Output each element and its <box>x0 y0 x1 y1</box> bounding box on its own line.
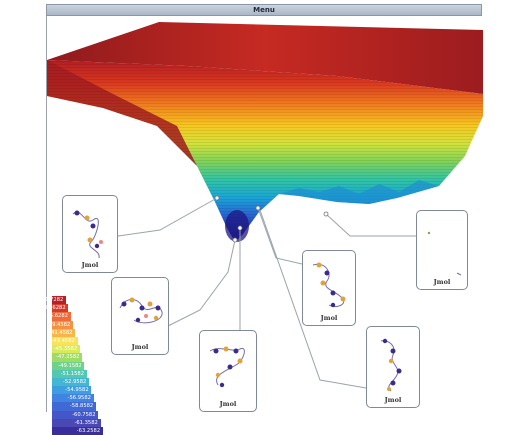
legend-label: -58.8582 <box>69 403 94 410</box>
legend-swatch <box>52 312 71 321</box>
jmol-panel[interactable]: Jmol <box>111 277 169 355</box>
jmol-panel[interactable]: Jmol <box>366 326 420 408</box>
legend-entry: -43.4582 <box>51 336 112 346</box>
jmol-label: Jmol <box>433 278 451 286</box>
legend-swatch <box>52 345 80 354</box>
legend-entry: -49.1582 <box>52 361 112 370</box>
legend-entry: -54.9582 <box>52 386 112 395</box>
legend-entry: -61.3582 <box>52 418 112 427</box>
jmol-panel[interactable]: Jmol <box>416 210 468 290</box>
legend-swatch <box>52 410 99 419</box>
legend-label: -61.3582 <box>74 419 98 426</box>
legend-label: -33.6282 <box>42 305 66 312</box>
protein-structure-icon <box>380 338 402 392</box>
legend-swatch <box>52 328 76 337</box>
jmol-panel[interactable]: Jmol <box>62 195 118 273</box>
legend-entry: -31.7282 <box>40 296 112 305</box>
protein-structure-icon <box>119 297 163 324</box>
landscape-basin <box>225 210 249 242</box>
legend-entry: -51.1582 <box>52 369 112 378</box>
window-title: Menu <box>253 6 275 14</box>
legend-label: -43.4582 <box>51 337 75 344</box>
jmol-panel[interactable]: Jmol <box>199 330 257 412</box>
legend-entry: -45.3582 <box>52 345 112 354</box>
legend-label: -31.7282 <box>40 297 64 303</box>
jmol-label: Jmol <box>320 314 338 322</box>
legend-label: -63.2582 <box>76 428 101 434</box>
legend-entry: -39.4582 <box>47 320 112 329</box>
jmol-label: Jmol <box>219 400 237 408</box>
legend-swatch <box>52 353 83 362</box>
protein-structure-icon <box>72 210 103 259</box>
legend-label: -35.6282 <box>44 313 68 320</box>
legend-swatch <box>52 402 96 411</box>
legend-label: -56.9582 <box>67 395 91 402</box>
energy-landscape-3d <box>47 22 483 242</box>
legend-swatch <box>52 394 94 403</box>
legend-swatch <box>52 304 69 313</box>
protein-structure-icon <box>427 231 462 276</box>
legend-entry: -52.9582 <box>52 377 112 387</box>
legend-entry: -60.7582 <box>52 410 112 419</box>
jmol-label: Jmol <box>131 343 149 351</box>
protein-structure-icon <box>209 346 245 388</box>
legend-entry: -56.9582 <box>52 394 112 403</box>
legend-swatch <box>52 369 87 378</box>
legend-label: -49.1582 <box>58 362 82 369</box>
legend-label: -51.1582 <box>60 370 85 377</box>
legend-swatch <box>52 377 89 387</box>
legend-swatch <box>52 320 73 329</box>
protein-structure-icon <box>312 262 346 308</box>
legend-label: -45.3582 <box>53 346 78 353</box>
legend-label: -39.4582 <box>46 321 71 328</box>
legend-label: -47.2582 <box>56 354 80 361</box>
legend-swatch <box>52 386 92 395</box>
window-title-bar[interactable]: Menu <box>46 4 482 16</box>
landscape-ridge <box>279 180 439 204</box>
legend-entry: -63.2582 <box>52 427 112 435</box>
legend-swatch <box>52 296 66 305</box>
jmol-label: Jmol <box>81 261 99 269</box>
legend-swatch <box>52 336 78 346</box>
legend-entry: -58.8582 <box>52 402 112 411</box>
window-left-edge <box>46 16 47 412</box>
landscape-rim <box>47 22 483 94</box>
legend-label: -41.4582 <box>49 329 73 336</box>
legend-swatch <box>52 361 85 370</box>
energy-color-legend: -31.7282 -33.6282 -35.6282 -39.4582 -41.4582… <box>40 296 112 435</box>
jmol-label: Jmol <box>384 396 402 404</box>
legend-label: -60.7582 <box>72 411 96 418</box>
legend-entry: -41.4582 <box>49 328 112 337</box>
legend-entry: -33.6282 <box>42 304 112 313</box>
legend-label: -54.9582 <box>65 387 89 394</box>
legend-label: -52.9582 <box>63 378 87 385</box>
legend-entry: -35.6282 <box>45 312 112 321</box>
jmol-panel[interactable]: Jmol <box>302 250 356 326</box>
legend-entry: -47.2582 <box>52 353 112 362</box>
connector-line <box>167 239 236 327</box>
